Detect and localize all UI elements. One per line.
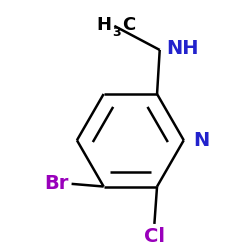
Text: NH: NH: [166, 39, 199, 58]
Text: H: H: [97, 16, 112, 34]
Text: N: N: [193, 131, 209, 150]
Text: Br: Br: [44, 174, 69, 193]
Text: C: C: [122, 16, 135, 34]
Text: 3: 3: [112, 26, 120, 38]
Text: Cl: Cl: [144, 226, 165, 246]
